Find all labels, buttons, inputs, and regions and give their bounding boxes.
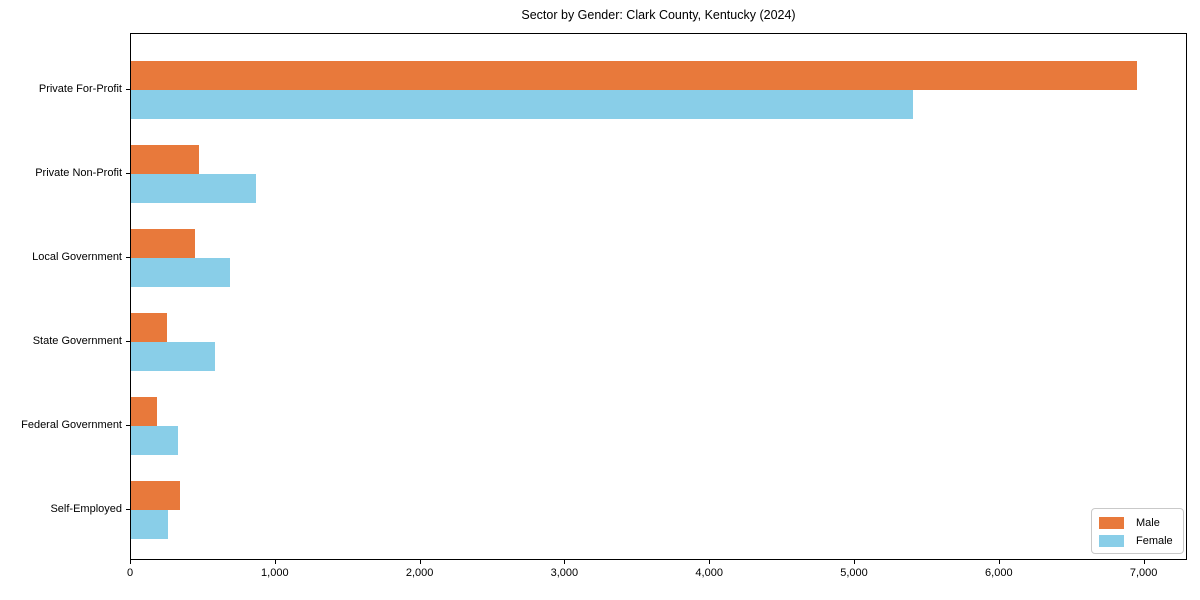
bar-male-2	[131, 145, 200, 174]
y-tick-mark	[126, 509, 130, 510]
plot-area	[130, 33, 1187, 560]
bar-male-6	[131, 481, 181, 510]
bar-male-4	[131, 313, 168, 342]
legend: Male Female	[1091, 508, 1184, 554]
y-tick-label: Private For-Profit	[38, 83, 122, 95]
bar-female-2	[131, 174, 256, 203]
bar-male-5	[131, 397, 158, 426]
y-tick-mark	[126, 425, 130, 426]
x-tick-mark	[1143, 560, 1145, 564]
x-tick-label: 3,000	[550, 567, 579, 579]
bar-male-3	[131, 229, 195, 258]
legend-label-female: Female	[1136, 535, 1173, 547]
y-tick-mark	[126, 89, 130, 90]
y-tick-label: Federal Government	[21, 419, 122, 431]
x-tick-mark	[130, 560, 131, 564]
x-tick-label: 7,000	[1129, 567, 1158, 579]
bar-female-5	[131, 426, 179, 455]
bar-male-1	[131, 61, 1138, 90]
legend-swatch-male	[1099, 517, 1124, 529]
bar-female-1	[131, 90, 913, 119]
x-tick-label: 2,000	[405, 567, 434, 579]
y-tick-label: Self-Employed	[50, 503, 122, 515]
chart-title: Sector by Gender: Clark County, Kentucky…	[521, 8, 796, 22]
x-tick-label: 4,000	[695, 567, 723, 579]
x-tick-mark	[854, 560, 855, 564]
y-tick-label: Private Non-Profit	[35, 167, 122, 179]
x-tick-mark	[419, 560, 421, 564]
legend-row-female: Female	[1099, 532, 1183, 550]
y-tick-label: Local Government	[32, 251, 122, 263]
x-tick-mark	[709, 560, 711, 564]
bar-female-6	[131, 510, 168, 539]
x-tick-label: 6,000	[985, 567, 1013, 579]
x-tick-label: 5,000	[840, 567, 868, 579]
legend-label-male: Male	[1136, 517, 1160, 529]
y-tick-mark	[126, 341, 130, 342]
x-tick-label: 1,000	[261, 567, 289, 579]
x-tick-label: 0	[126, 567, 134, 579]
legend-row-male: Male	[1099, 514, 1183, 532]
bar-female-3	[131, 258, 230, 287]
x-tick-mark	[564, 560, 566, 564]
x-tick-mark	[998, 560, 1000, 564]
y-tick-mark	[126, 173, 130, 174]
legend-swatch-female	[1099, 535, 1124, 547]
bar-female-4	[131, 342, 215, 371]
y-tick-mark	[126, 257, 130, 258]
x-tick-mark	[274, 560, 276, 564]
y-tick-label: State Government	[32, 335, 122, 347]
